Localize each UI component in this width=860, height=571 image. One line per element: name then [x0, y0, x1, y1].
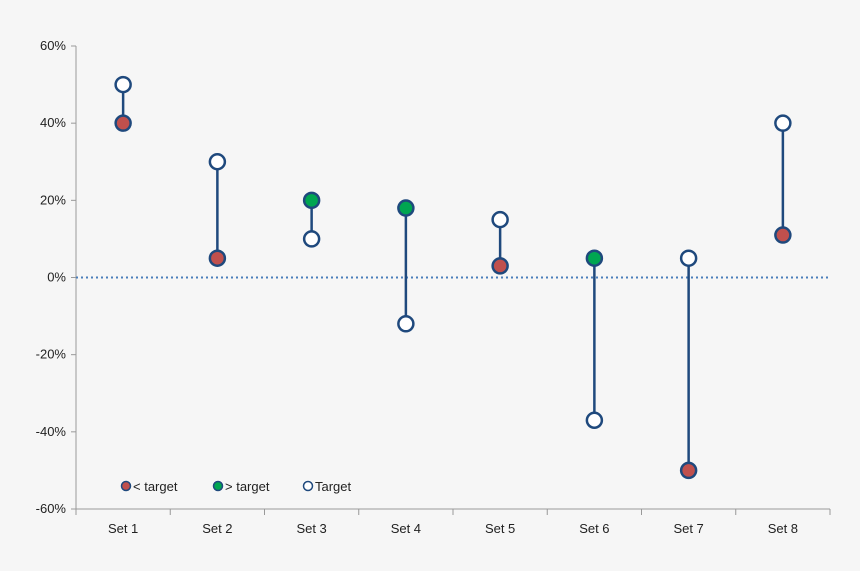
- x-tick-label: Set 8: [768, 521, 798, 536]
- legend-marker: [302, 480, 314, 492]
- above-target-point: [302, 191, 321, 210]
- x-tick-label: Set 4: [391, 521, 421, 536]
- y-tick-label: 40%: [40, 115, 66, 130]
- above-target-point: [397, 199, 415, 217]
- x-tick-label: Set 5: [485, 521, 515, 536]
- target-point: [585, 411, 604, 430]
- target-point: [679, 249, 698, 267]
- x-tick-label: Set 6: [579, 521, 609, 536]
- target-point: [302, 230, 321, 248]
- target-point: [491, 210, 509, 229]
- y-tick-label: -40%: [36, 424, 67, 439]
- target-point: [397, 315, 415, 333]
- x-tick-label: Set 2: [202, 521, 232, 536]
- below-target-point: [114, 114, 132, 132]
- data-marks: [76, 75, 830, 480]
- x-axis-ticks: Set 1 Set 2 Set 3 Set 4 Set 5 Set 6 Set 7 Set 8: [75, 509, 831, 536]
- target-point: [114, 75, 132, 94]
- below-target-point: [774, 226, 792, 244]
- target-point: [774, 114, 792, 132]
- legend-label: > target: [225, 479, 270, 494]
- below-target-point: [679, 461, 698, 480]
- below-target-point: [491, 257, 509, 275]
- below-target-point: [208, 249, 227, 267]
- legend-marker: [212, 480, 224, 492]
- y-tick-label: 20%: [40, 192, 66, 207]
- legend: < target > target Target: [120, 479, 352, 494]
- target-point: [208, 153, 227, 171]
- y-tick-label: -60%: [36, 501, 67, 516]
- x-tick-label: Set 7: [673, 521, 703, 536]
- x-tick-label: Set 1: [108, 521, 138, 536]
- legend-label: < target: [133, 479, 178, 494]
- above-target-point: [585, 249, 604, 267]
- x-tick-label: Set 3: [296, 521, 326, 536]
- legend-label: Target: [315, 479, 352, 494]
- y-tick-label: 60%: [40, 38, 66, 53]
- y-axis-ticks: -60% -40% -20% 0% 20% 40% 60%: [36, 38, 76, 516]
- legend-marker: [120, 480, 132, 492]
- y-tick-label: -20%: [36, 347, 67, 362]
- y-tick-label: 0%: [47, 270, 66, 285]
